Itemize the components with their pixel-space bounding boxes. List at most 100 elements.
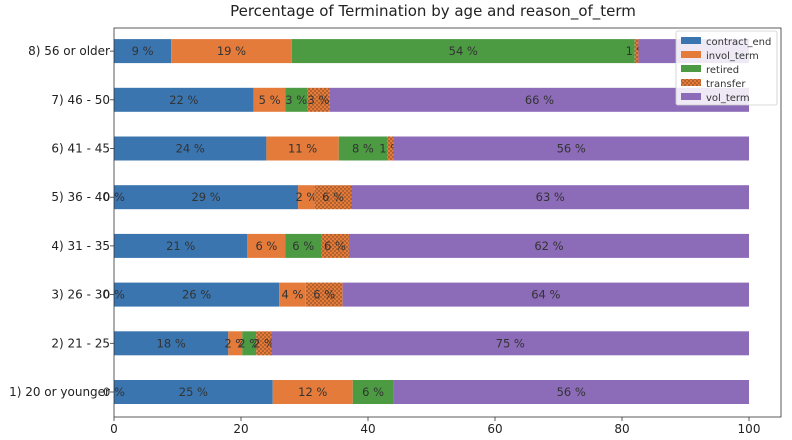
bar-retired <box>352 380 394 404</box>
legend-entry: transfer <box>706 79 746 90</box>
bar-value-label: 2 % <box>238 336 260 350</box>
bar-vol_term <box>393 380 749 404</box>
bar-transfer <box>634 39 639 64</box>
chart-title: Percentage of Termination by age and rea… <box>230 2 636 21</box>
bar-value-label: 9 % <box>132 44 154 58</box>
bar-transfer <box>256 331 272 356</box>
y-tick-label: 1) 20 or younger <box>9 385 110 399</box>
bar-retired <box>242 331 257 356</box>
bar-vol_term <box>342 282 749 307</box>
bar-value-label: 6 % <box>362 385 384 399</box>
x-tick-label: 100 <box>738 422 761 436</box>
x-tick-label: 20 <box>233 422 248 436</box>
bar-value-label: 63 % <box>536 190 565 204</box>
bars-layer: 25 % 12 % 6 % 56 %0 %18 % 2 %2 %2 % 75 %26 % 4… <box>103 39 749 404</box>
bar-invol_term <box>247 233 286 258</box>
bar-vol_term <box>393 136 749 161</box>
bar-value-label: 22 % <box>169 93 198 107</box>
bar-invol_term <box>298 185 315 210</box>
legend-swatch <box>681 93 701 100</box>
bar-value-label: 75 % <box>496 336 525 350</box>
bar-value-label: 64 % <box>531 288 560 302</box>
bar-invol_term <box>171 39 292 64</box>
bar-vol_term <box>351 185 749 210</box>
bar-value-label: 19 % <box>217 44 246 58</box>
y-tick-label: 5) 36 - 40 <box>51 190 110 204</box>
bar-invol_term <box>279 282 306 307</box>
y-axis-labels: 1) 20 or younger 2) 21 - 25 3) 26 - 30 4) 3… <box>9 44 114 399</box>
x-tick-label: 60 <box>487 422 502 436</box>
legend-entry: invol_term <box>706 51 759 62</box>
legend-swatch <box>681 37 701 44</box>
y-tick-label: 2) 21 - 25 <box>51 336 110 350</box>
bar-value-label: 2 % <box>224 336 246 350</box>
bar-contract_end <box>114 282 280 307</box>
legend-entry: vol_term <box>706 93 750 104</box>
bar-value-label: 66 % <box>525 93 554 107</box>
bar-value-label: 8 % <box>352 142 374 156</box>
bar-value-label: 2 % <box>253 336 275 350</box>
bar-transfer <box>321 233 349 258</box>
legend-entry: contract_end <box>706 37 771 48</box>
bar-value-label: 29 % <box>191 190 220 204</box>
bar-invol_term <box>266 136 339 161</box>
bar-value-label: 6 % <box>292 239 314 253</box>
bar-value-label: 21 % <box>166 239 195 253</box>
y-tick-label: 8) 56 or older <box>28 44 110 58</box>
bar-invol_term <box>272 380 353 404</box>
bar-value-label: 24 % <box>176 142 205 156</box>
bar-value-label: 6 % <box>324 239 346 253</box>
x-tick-label: 40 <box>360 422 375 436</box>
bar-value-label: 3 % <box>308 93 330 107</box>
bar-transfer <box>387 136 394 161</box>
plot-frame <box>113 27 782 418</box>
bar-contract_end <box>114 233 248 258</box>
bar-contract_end <box>114 136 267 161</box>
y-tick-label: 7) 46 - 50 <box>51 93 110 107</box>
legend-swatch <box>681 51 701 58</box>
bar-value-label: 56 % <box>557 385 586 399</box>
bar-retired <box>285 233 322 258</box>
bar-value-label: 6 % <box>255 239 277 253</box>
bar-value-label: 4 % <box>281 288 303 302</box>
bar-value-label: 2 % <box>295 190 317 204</box>
legend-box <box>675 30 778 106</box>
x-axis: 0 20 40 60 80 100 <box>110 417 760 436</box>
bar-contract_end <box>114 331 229 356</box>
bar-vol_term <box>348 233 749 258</box>
bar-value-label: 25 % <box>179 385 208 399</box>
x-tick-label: 0 <box>110 422 118 436</box>
legend-swatch <box>681 65 701 72</box>
bar-value-label: 3 % <box>285 93 307 107</box>
bar-value-label: 56 % <box>557 142 586 156</box>
y-tick-label: 6) 41 - 45 <box>51 142 110 156</box>
bar-invol_term <box>253 87 286 112</box>
bar-value-label: 62 % <box>534 239 563 253</box>
bar-value-label: 18 % <box>157 336 186 350</box>
bar-retired <box>338 136 388 161</box>
y-tick-label: 3) 26 - 30 <box>51 288 110 302</box>
bar-contract_end <box>114 87 254 112</box>
bar-value-label: 5 % <box>259 93 281 107</box>
bar-value-label: 6 % <box>313 288 335 302</box>
bar-invol_term <box>228 331 243 356</box>
bar-contract_end <box>114 185 299 210</box>
bar-retired <box>291 39 635 64</box>
bar-value-label: 26 % <box>182 288 211 302</box>
bar-transfer <box>314 185 352 210</box>
bar-transfer <box>305 282 343 307</box>
bar-value-label: 54 % <box>449 44 478 58</box>
bar-value-label: 11 % <box>288 142 317 156</box>
bar-retired <box>285 87 308 112</box>
bar-transfer <box>307 87 330 112</box>
legend-swatch <box>681 79 701 86</box>
y-tick-label: 4) 31 - 35 <box>51 239 110 253</box>
x-tick-label: 80 <box>614 422 629 436</box>
bar-vol_term <box>271 331 749 356</box>
bar-contract_end <box>114 380 273 404</box>
legend-entry: retired <box>706 65 739 76</box>
bar-value-label: 6 % <box>322 190 344 204</box>
bar-value-label: 12 % <box>298 385 327 399</box>
